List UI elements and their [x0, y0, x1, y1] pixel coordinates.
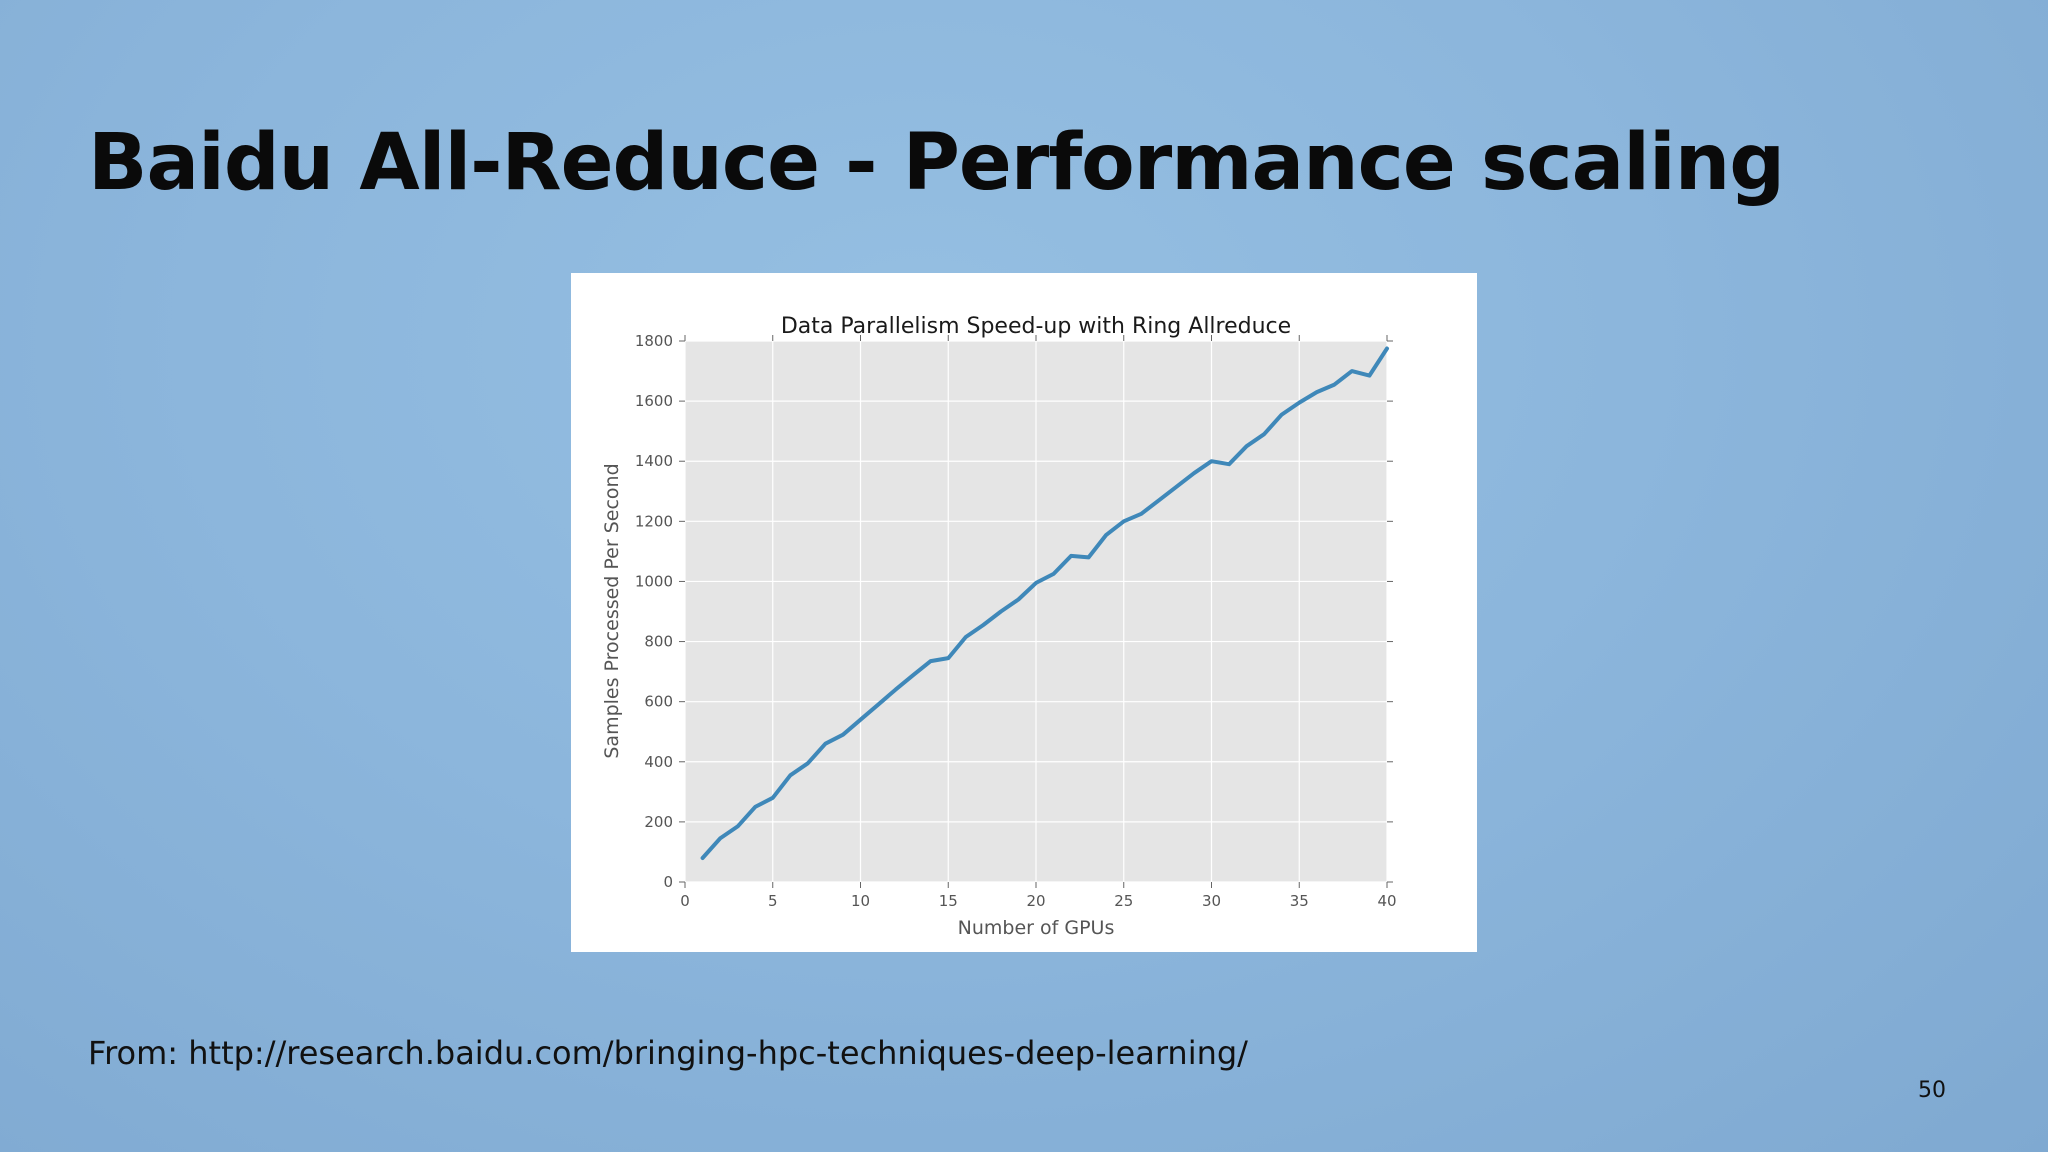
x-tick-label: 40	[1377, 892, 1396, 910]
x-tick-label: 30	[1202, 892, 1221, 910]
series-line	[700, 346, 1389, 860]
page-number: 50	[1918, 1078, 1946, 1103]
axis-ticks: 0 5 10 15 20 25 30 35 40020040060080010001200140…	[635, 332, 1397, 910]
y-tick-label: 200	[644, 813, 673, 831]
y-tick-label: 1400	[635, 452, 673, 470]
line-chart: 0 5 10 15 20 25 30 35 40020040060080010001200140…	[601, 314, 1397, 939]
chart-title: Data Parallelism Speed-up with Ring Allr…	[781, 314, 1291, 339]
slide-title: Baidu All-Reduce - Performance scaling	[88, 118, 1785, 208]
y-tick-label: 1800	[635, 332, 673, 350]
y-tick-label: 1600	[635, 392, 673, 410]
x-tick-label: 35	[1290, 892, 1309, 910]
y-tick-label: 0	[663, 873, 673, 891]
y-tick-label: 1000	[635, 572, 673, 590]
x-tick-label: 15	[939, 892, 958, 910]
x-tick-label: 0	[680, 892, 690, 910]
x-tick-label: 5	[768, 892, 778, 910]
y-axis-label: Samples Processed Per Second	[601, 463, 623, 758]
y-tick-label: 1200	[635, 512, 673, 530]
y-tick-label: 800	[644, 633, 673, 651]
x-tick-label: 25	[1114, 892, 1133, 910]
y-tick-label: 600	[644, 693, 673, 711]
x-tick-label: 10	[851, 892, 870, 910]
y-tick-label: 400	[644, 753, 673, 771]
x-tick-label: 20	[1026, 892, 1045, 910]
chart-panel: 0 5 10 15 20 25 30 35 40 0 200 400 600 800 1000 1200 140…	[571, 273, 1477, 952]
x-axis-label: Number of GPUs	[958, 917, 1115, 939]
source-note: From: http://research.baidu.com/bringing…	[88, 1034, 1248, 1072]
